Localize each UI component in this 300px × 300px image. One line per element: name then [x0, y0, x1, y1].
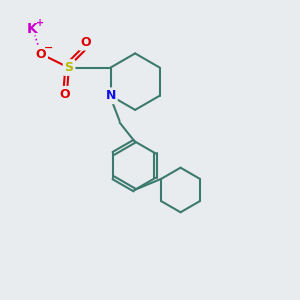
- Text: +: +: [36, 18, 44, 28]
- Text: N: N: [106, 89, 116, 102]
- Text: −: −: [44, 43, 53, 52]
- Text: K: K: [26, 22, 37, 36]
- Text: S: S: [64, 61, 74, 74]
- Text: O: O: [59, 88, 70, 101]
- Text: O: O: [35, 48, 46, 61]
- Text: O: O: [80, 36, 91, 49]
